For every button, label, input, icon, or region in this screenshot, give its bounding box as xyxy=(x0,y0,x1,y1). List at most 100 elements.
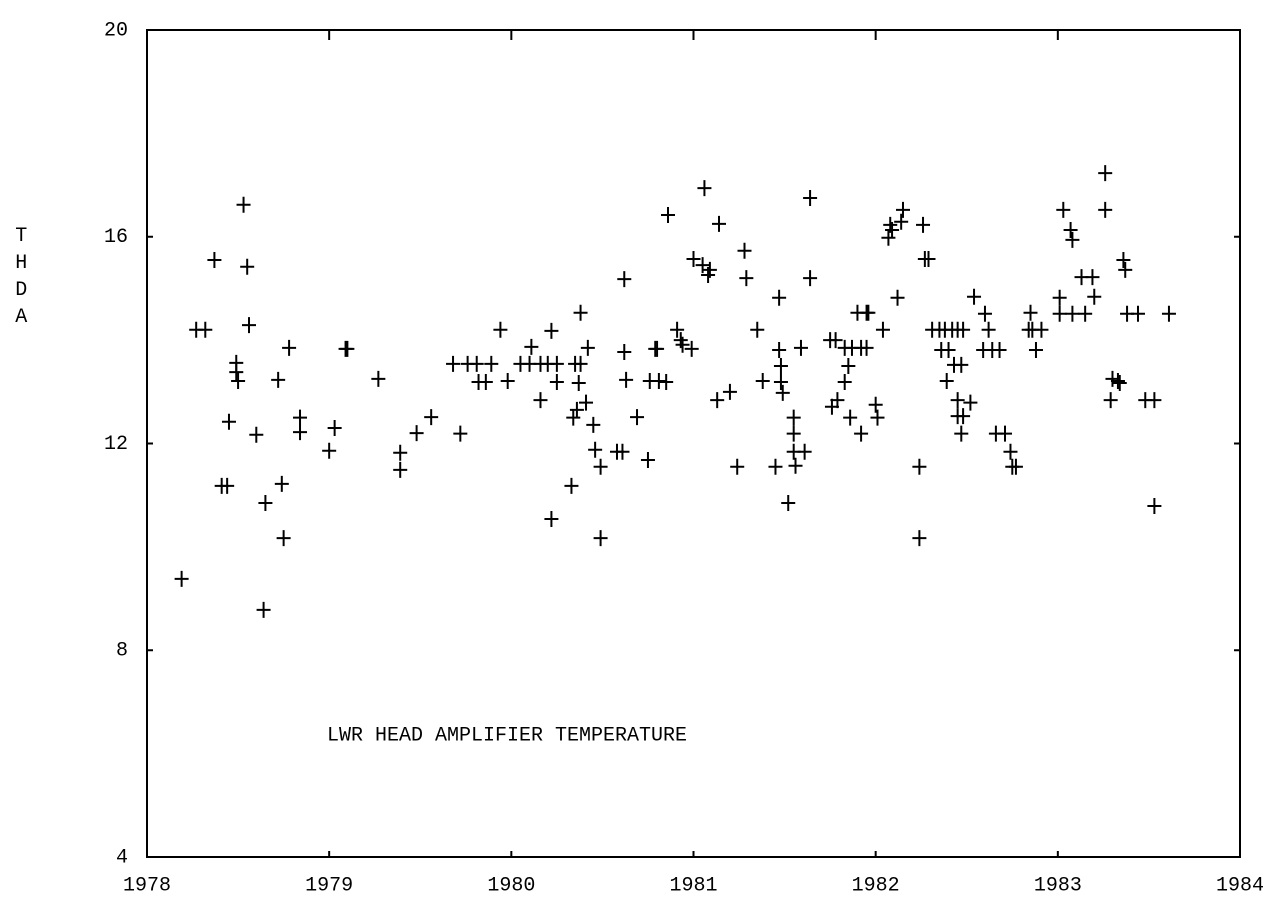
point xyxy=(1078,305,1093,322)
point xyxy=(843,409,858,426)
point xyxy=(841,357,856,374)
point xyxy=(768,458,783,475)
point xyxy=(793,339,808,356)
point xyxy=(478,373,493,390)
point xyxy=(271,371,286,388)
point xyxy=(1110,372,1125,389)
point xyxy=(282,339,297,356)
point xyxy=(619,371,634,388)
point xyxy=(950,392,965,409)
y-tick-label: 20 xyxy=(104,19,128,42)
point xyxy=(493,321,508,338)
point xyxy=(322,442,337,459)
point xyxy=(409,425,424,442)
point xyxy=(500,372,515,389)
point xyxy=(484,355,499,372)
point xyxy=(956,321,971,338)
point xyxy=(941,341,956,358)
point xyxy=(240,258,255,275)
point xyxy=(967,288,982,305)
point xyxy=(393,461,408,478)
point xyxy=(249,426,264,443)
point xyxy=(524,338,539,355)
x-tick-label: 1983 xyxy=(1034,874,1082,897)
x-tick-label: 1981 xyxy=(669,874,717,897)
point xyxy=(564,477,579,494)
point xyxy=(786,409,801,426)
point xyxy=(229,364,244,381)
point xyxy=(549,373,564,390)
point xyxy=(894,213,909,230)
point xyxy=(954,356,969,373)
point xyxy=(859,339,874,356)
point xyxy=(786,425,801,442)
point xyxy=(327,419,342,436)
y-axis-label: THDA xyxy=(10,225,33,333)
point xyxy=(875,321,890,338)
point xyxy=(580,339,595,356)
point xyxy=(697,180,712,197)
point xyxy=(544,510,559,527)
point xyxy=(1161,305,1176,322)
point xyxy=(593,530,608,547)
point xyxy=(895,201,910,218)
point xyxy=(1118,261,1133,278)
point xyxy=(630,409,645,426)
point xyxy=(453,425,468,442)
point xyxy=(393,444,408,461)
point xyxy=(710,392,725,409)
point xyxy=(712,215,727,232)
point xyxy=(803,189,818,206)
point xyxy=(1052,289,1067,306)
point xyxy=(830,392,845,409)
x-tick-label: 1978 xyxy=(123,874,171,897)
point xyxy=(220,477,235,494)
point xyxy=(868,396,883,413)
y-tick-label: 12 xyxy=(104,433,128,456)
point xyxy=(956,408,971,425)
point xyxy=(921,250,936,267)
point xyxy=(469,355,484,372)
point xyxy=(773,357,788,374)
point xyxy=(617,271,632,288)
point xyxy=(788,457,803,474)
x-tick-label: 1979 xyxy=(305,874,353,897)
point xyxy=(371,370,386,387)
point xyxy=(588,441,603,458)
point xyxy=(1087,288,1102,305)
point xyxy=(571,375,586,392)
point xyxy=(1008,458,1023,475)
point xyxy=(781,494,796,511)
point xyxy=(695,257,710,274)
point xyxy=(1116,252,1131,269)
point xyxy=(890,289,905,306)
point xyxy=(881,229,896,246)
point xyxy=(586,416,601,433)
x-tick-label: 1980 xyxy=(487,874,535,897)
point xyxy=(1130,305,1145,322)
point xyxy=(1063,222,1078,239)
point xyxy=(1085,269,1100,286)
point xyxy=(569,401,584,418)
point xyxy=(549,355,564,372)
point xyxy=(916,216,931,233)
point xyxy=(1112,375,1127,392)
point xyxy=(998,425,1013,442)
point xyxy=(1098,201,1113,218)
point xyxy=(803,270,818,287)
point xyxy=(828,332,843,349)
point xyxy=(675,336,690,353)
point xyxy=(221,413,236,430)
point xyxy=(1098,165,1113,182)
point xyxy=(981,321,996,338)
point xyxy=(912,530,927,547)
point xyxy=(686,250,701,267)
point xyxy=(861,304,876,321)
point xyxy=(1034,321,1049,338)
point xyxy=(544,322,559,339)
point xyxy=(615,443,630,460)
point xyxy=(739,270,754,287)
y-tick-label: 16 xyxy=(104,226,128,249)
point xyxy=(1065,305,1080,322)
point xyxy=(684,340,699,357)
